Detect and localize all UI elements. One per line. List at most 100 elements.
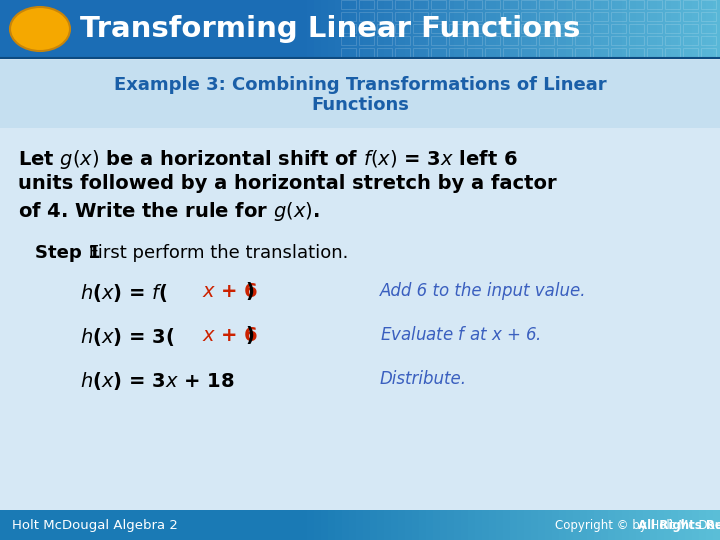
Text: Distribute.: Distribute. (380, 370, 467, 388)
Polygon shape (636, 0, 643, 58)
Polygon shape (615, 0, 622, 58)
Polygon shape (356, 510, 363, 540)
Polygon shape (622, 0, 629, 58)
Polygon shape (349, 510, 356, 540)
Polygon shape (384, 0, 391, 58)
Polygon shape (356, 0, 363, 58)
Polygon shape (300, 510, 307, 540)
FancyBboxPatch shape (0, 60, 720, 128)
Text: Transforming Linear Functions: Transforming Linear Functions (80, 15, 580, 43)
Polygon shape (650, 510, 657, 540)
Polygon shape (706, 510, 713, 540)
Polygon shape (363, 0, 370, 58)
Polygon shape (643, 0, 650, 58)
Text: ): ) (245, 282, 254, 301)
Text: units followed by a horizontal stretch by a factor: units followed by a horizontal stretch b… (18, 174, 557, 193)
Polygon shape (328, 510, 335, 540)
Polygon shape (475, 510, 482, 540)
Polygon shape (594, 510, 601, 540)
Polygon shape (629, 510, 636, 540)
Polygon shape (566, 510, 573, 540)
Text: All Rights Reserved.: All Rights Reserved. (638, 518, 720, 531)
Polygon shape (538, 0, 545, 58)
FancyBboxPatch shape (0, 510, 720, 540)
Polygon shape (426, 0, 433, 58)
Text: Add 6 to the input value.: Add 6 to the input value. (380, 282, 587, 300)
Polygon shape (489, 510, 496, 540)
Text: $\mathit{h}$($\mathit{x}$) = 3$\mathit{x}$ + 18: $\mathit{h}$($\mathit{x}$) = 3$\mathit{x… (80, 370, 235, 392)
Polygon shape (468, 0, 475, 58)
Polygon shape (335, 0, 342, 58)
Polygon shape (370, 510, 377, 540)
Polygon shape (545, 0, 552, 58)
Polygon shape (482, 510, 489, 540)
Polygon shape (461, 510, 468, 540)
Polygon shape (657, 510, 664, 540)
Text: First perform the translation.: First perform the translation. (83, 244, 348, 262)
Polygon shape (321, 0, 328, 58)
Polygon shape (342, 510, 349, 540)
Polygon shape (685, 0, 692, 58)
Polygon shape (496, 0, 503, 58)
Polygon shape (524, 0, 531, 58)
Polygon shape (370, 0, 377, 58)
Polygon shape (552, 0, 559, 58)
Polygon shape (454, 0, 461, 58)
Polygon shape (713, 510, 720, 540)
Polygon shape (419, 0, 426, 58)
Polygon shape (678, 510, 685, 540)
Polygon shape (335, 510, 342, 540)
Polygon shape (398, 0, 405, 58)
Polygon shape (307, 510, 314, 540)
Polygon shape (433, 0, 440, 58)
Text: Step 1: Step 1 (35, 244, 101, 262)
Polygon shape (377, 0, 384, 58)
Polygon shape (391, 510, 398, 540)
Polygon shape (538, 510, 545, 540)
Polygon shape (671, 510, 678, 540)
Polygon shape (440, 0, 447, 58)
Polygon shape (664, 0, 671, 58)
Polygon shape (405, 0, 412, 58)
Text: Holt McDougal Algebra 2: Holt McDougal Algebra 2 (12, 518, 178, 531)
Polygon shape (405, 510, 412, 540)
Polygon shape (692, 510, 699, 540)
Text: $\mathit{h}$($\mathit{x}$) = 3(: $\mathit{h}$($\mathit{x}$) = 3( (80, 326, 174, 348)
Polygon shape (615, 510, 622, 540)
Polygon shape (412, 0, 419, 58)
Polygon shape (426, 510, 433, 540)
Polygon shape (531, 0, 538, 58)
Polygon shape (328, 0, 335, 58)
Polygon shape (692, 0, 699, 58)
Polygon shape (643, 510, 650, 540)
Polygon shape (650, 0, 657, 58)
Polygon shape (517, 0, 524, 58)
Polygon shape (447, 0, 454, 58)
Polygon shape (419, 510, 426, 540)
Polygon shape (433, 510, 440, 540)
Polygon shape (573, 510, 580, 540)
Polygon shape (314, 0, 321, 58)
Polygon shape (300, 0, 307, 58)
Polygon shape (454, 510, 461, 540)
Polygon shape (601, 0, 608, 58)
Polygon shape (391, 0, 398, 58)
Polygon shape (517, 510, 524, 540)
Polygon shape (363, 510, 370, 540)
Polygon shape (580, 510, 587, 540)
Text: of 4. Write the rule for $\mathbf{\it{g}(x)}$.: of 4. Write the rule for $\mathbf{\it{g}… (18, 200, 320, 223)
Ellipse shape (10, 7, 70, 51)
Polygon shape (559, 510, 566, 540)
Polygon shape (664, 510, 671, 540)
Polygon shape (594, 0, 601, 58)
Polygon shape (321, 510, 328, 540)
Text: Evaluate $\mathit{f}$ at $\mathit{x}$ + 6.: Evaluate $\mathit{f}$ at $\mathit{x}$ + … (380, 326, 541, 344)
Polygon shape (587, 510, 594, 540)
Polygon shape (622, 510, 629, 540)
Polygon shape (440, 510, 447, 540)
Polygon shape (384, 510, 391, 540)
Polygon shape (503, 0, 510, 58)
Polygon shape (559, 0, 566, 58)
Polygon shape (377, 510, 384, 540)
Text: Functions: Functions (311, 96, 409, 114)
